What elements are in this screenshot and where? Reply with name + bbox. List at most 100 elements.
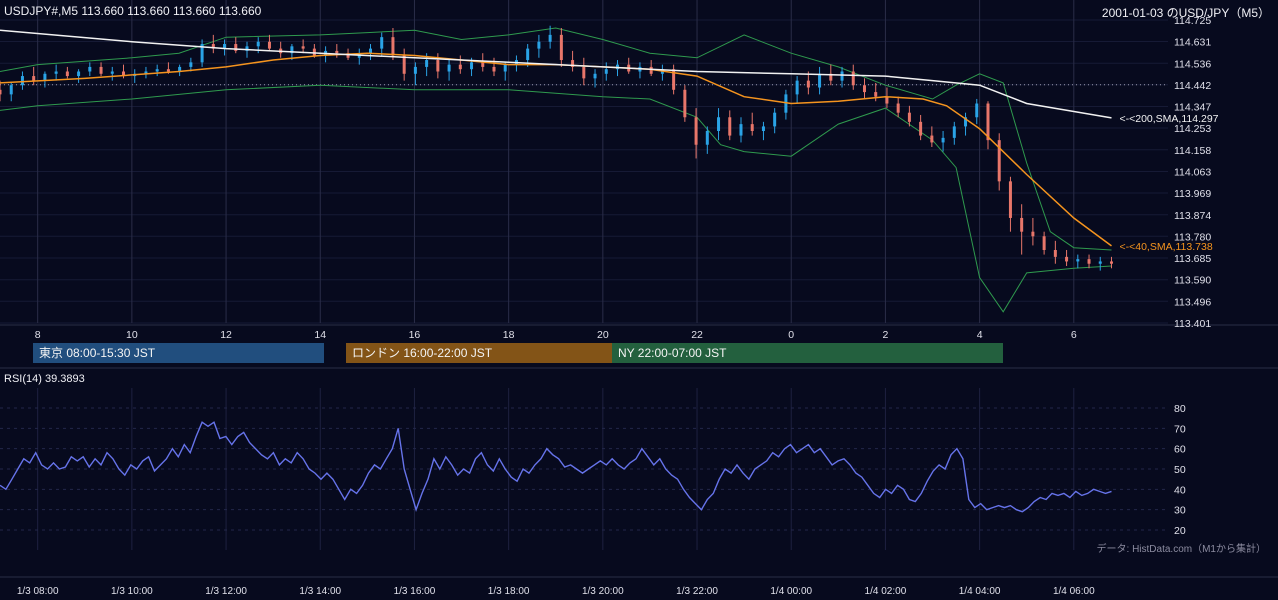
session-ny-band: NY 22:00-07:00 JST [612, 343, 1003, 363]
candle-body [99, 66, 103, 74]
candle-body [1031, 231, 1035, 237]
candle-body [806, 80, 810, 88]
candle-body [885, 96, 889, 104]
candle-body [997, 140, 1001, 182]
candle-body [447, 64, 451, 72]
bollinger-lower-line [0, 84, 1112, 313]
rsi-x-tick-label: 1/4 02:00 [865, 586, 907, 597]
rsi-x-tick-label: 1/4 04:00 [959, 586, 1001, 597]
y-tick-label: 113.780 [1174, 231, 1211, 243]
candle-body [593, 73, 597, 79]
y-tick-label: 114.725 [1174, 15, 1211, 27]
candle-body [458, 64, 462, 70]
candle-body [919, 121, 923, 136]
bollinger-upper-line [0, 27, 1112, 251]
candle-body [312, 48, 316, 56]
y-tick-label: 114.536 [1174, 58, 1211, 70]
candle-body [683, 89, 687, 118]
rsi-x-tick-label: 1/3 12:00 [205, 586, 247, 597]
rsi-x-tick-label: 1/3 10:00 [111, 586, 153, 597]
x-tick-label: 10 [126, 329, 138, 341]
candle-body [503, 64, 507, 72]
candle-body [672, 69, 676, 90]
candle-body [77, 71, 81, 77]
candle-body [0, 89, 2, 95]
candle-body [256, 41, 260, 47]
candle-body [20, 76, 24, 86]
candle-body [481, 62, 485, 67]
candle-body [1076, 259, 1080, 262]
sma200-annotation: <-<200,SMA,114.297 [1119, 113, 1218, 125]
candle-body [43, 73, 47, 81]
y-tick-label: 114.063 [1174, 167, 1211, 179]
sma200-line [0, 29, 1112, 119]
candle-body [1098, 261, 1102, 264]
rsi-y-tick-label: 30 [1174, 505, 1186, 517]
candle-body [964, 117, 968, 127]
candle-body [750, 124, 754, 131]
candle-body [234, 44, 238, 51]
rsi-line [0, 421, 1112, 513]
candle-body [1109, 261, 1113, 264]
x-tick-label: 4 [977, 329, 983, 341]
candle-body [728, 117, 732, 136]
session-tokyo-band: 東京 08:00-15:30 JST [33, 343, 324, 363]
candle-body [346, 53, 350, 58]
candle-body [941, 137, 945, 143]
candle-body [907, 112, 911, 122]
session-london-band: ロンドン 16:00-22:00 JST [346, 343, 612, 363]
rsi-y-tick-label: 80 [1174, 403, 1186, 415]
x-tick-label: 18 [503, 329, 515, 341]
chart-title: 2001-01-03 のUSD/JPY（M5） [1101, 6, 1270, 20]
rsi-y-tick-label: 50 [1174, 464, 1186, 476]
candle-body [851, 71, 855, 86]
candle-body [88, 66, 92, 72]
candle-body [425, 60, 429, 67]
candle-body [526, 48, 530, 61]
y-tick-label: 113.874 [1174, 210, 1211, 222]
candle-body [9, 85, 13, 95]
y-tick-label: 114.158 [1174, 145, 1211, 157]
candle-body [32, 76, 36, 81]
y-tick-label: 113.496 [1174, 296, 1211, 308]
candle-body [155, 69, 159, 72]
candle-body [896, 103, 900, 113]
candle-body [952, 126, 956, 138]
candle-body [402, 55, 406, 74]
x-tick-label: 22 [691, 329, 703, 341]
candle-body [773, 112, 777, 127]
candle-body [368, 48, 372, 54]
x-tick-label: 2 [882, 329, 888, 341]
candle-body [436, 60, 440, 72]
data-credit: データ: HistData.com（M1から集計） [1096, 544, 1266, 555]
candle-body [784, 94, 788, 113]
candle-body [1008, 181, 1012, 218]
y-tick-label: 113.590 [1174, 275, 1211, 287]
y-tick-label: 114.442 [1174, 80, 1211, 92]
candle-body [223, 44, 227, 49]
candle-body [795, 80, 799, 95]
candle-body [380, 37, 384, 49]
candle-body [1087, 259, 1091, 264]
candle-body [65, 71, 69, 77]
x-tick-label: 12 [220, 329, 232, 341]
candle-body [705, 130, 709, 145]
candle-body [717, 117, 721, 131]
candle-body [571, 60, 575, 67]
candle-body [582, 66, 586, 79]
rsi-y-tick-label: 20 [1174, 525, 1186, 537]
candle-body [649, 66, 653, 74]
candle-body [840, 71, 844, 81]
candle-body [267, 41, 271, 49]
candle-body [537, 41, 541, 49]
candle-body [1053, 249, 1057, 257]
candle-body [413, 66, 417, 74]
symbol-title: USDJPY#,M5 113.660 113.660 113.660 113.6… [4, 4, 262, 18]
rsi-y-tick-label: 40 [1174, 484, 1186, 496]
candle-body [559, 34, 563, 61]
rsi-title: RSI(14) 39.3893 [4, 373, 85, 385]
candle-body [200, 44, 204, 63]
rsi-y-tick-label: 60 [1174, 444, 1186, 456]
candle-body [301, 46, 305, 49]
candle-body [761, 126, 765, 131]
